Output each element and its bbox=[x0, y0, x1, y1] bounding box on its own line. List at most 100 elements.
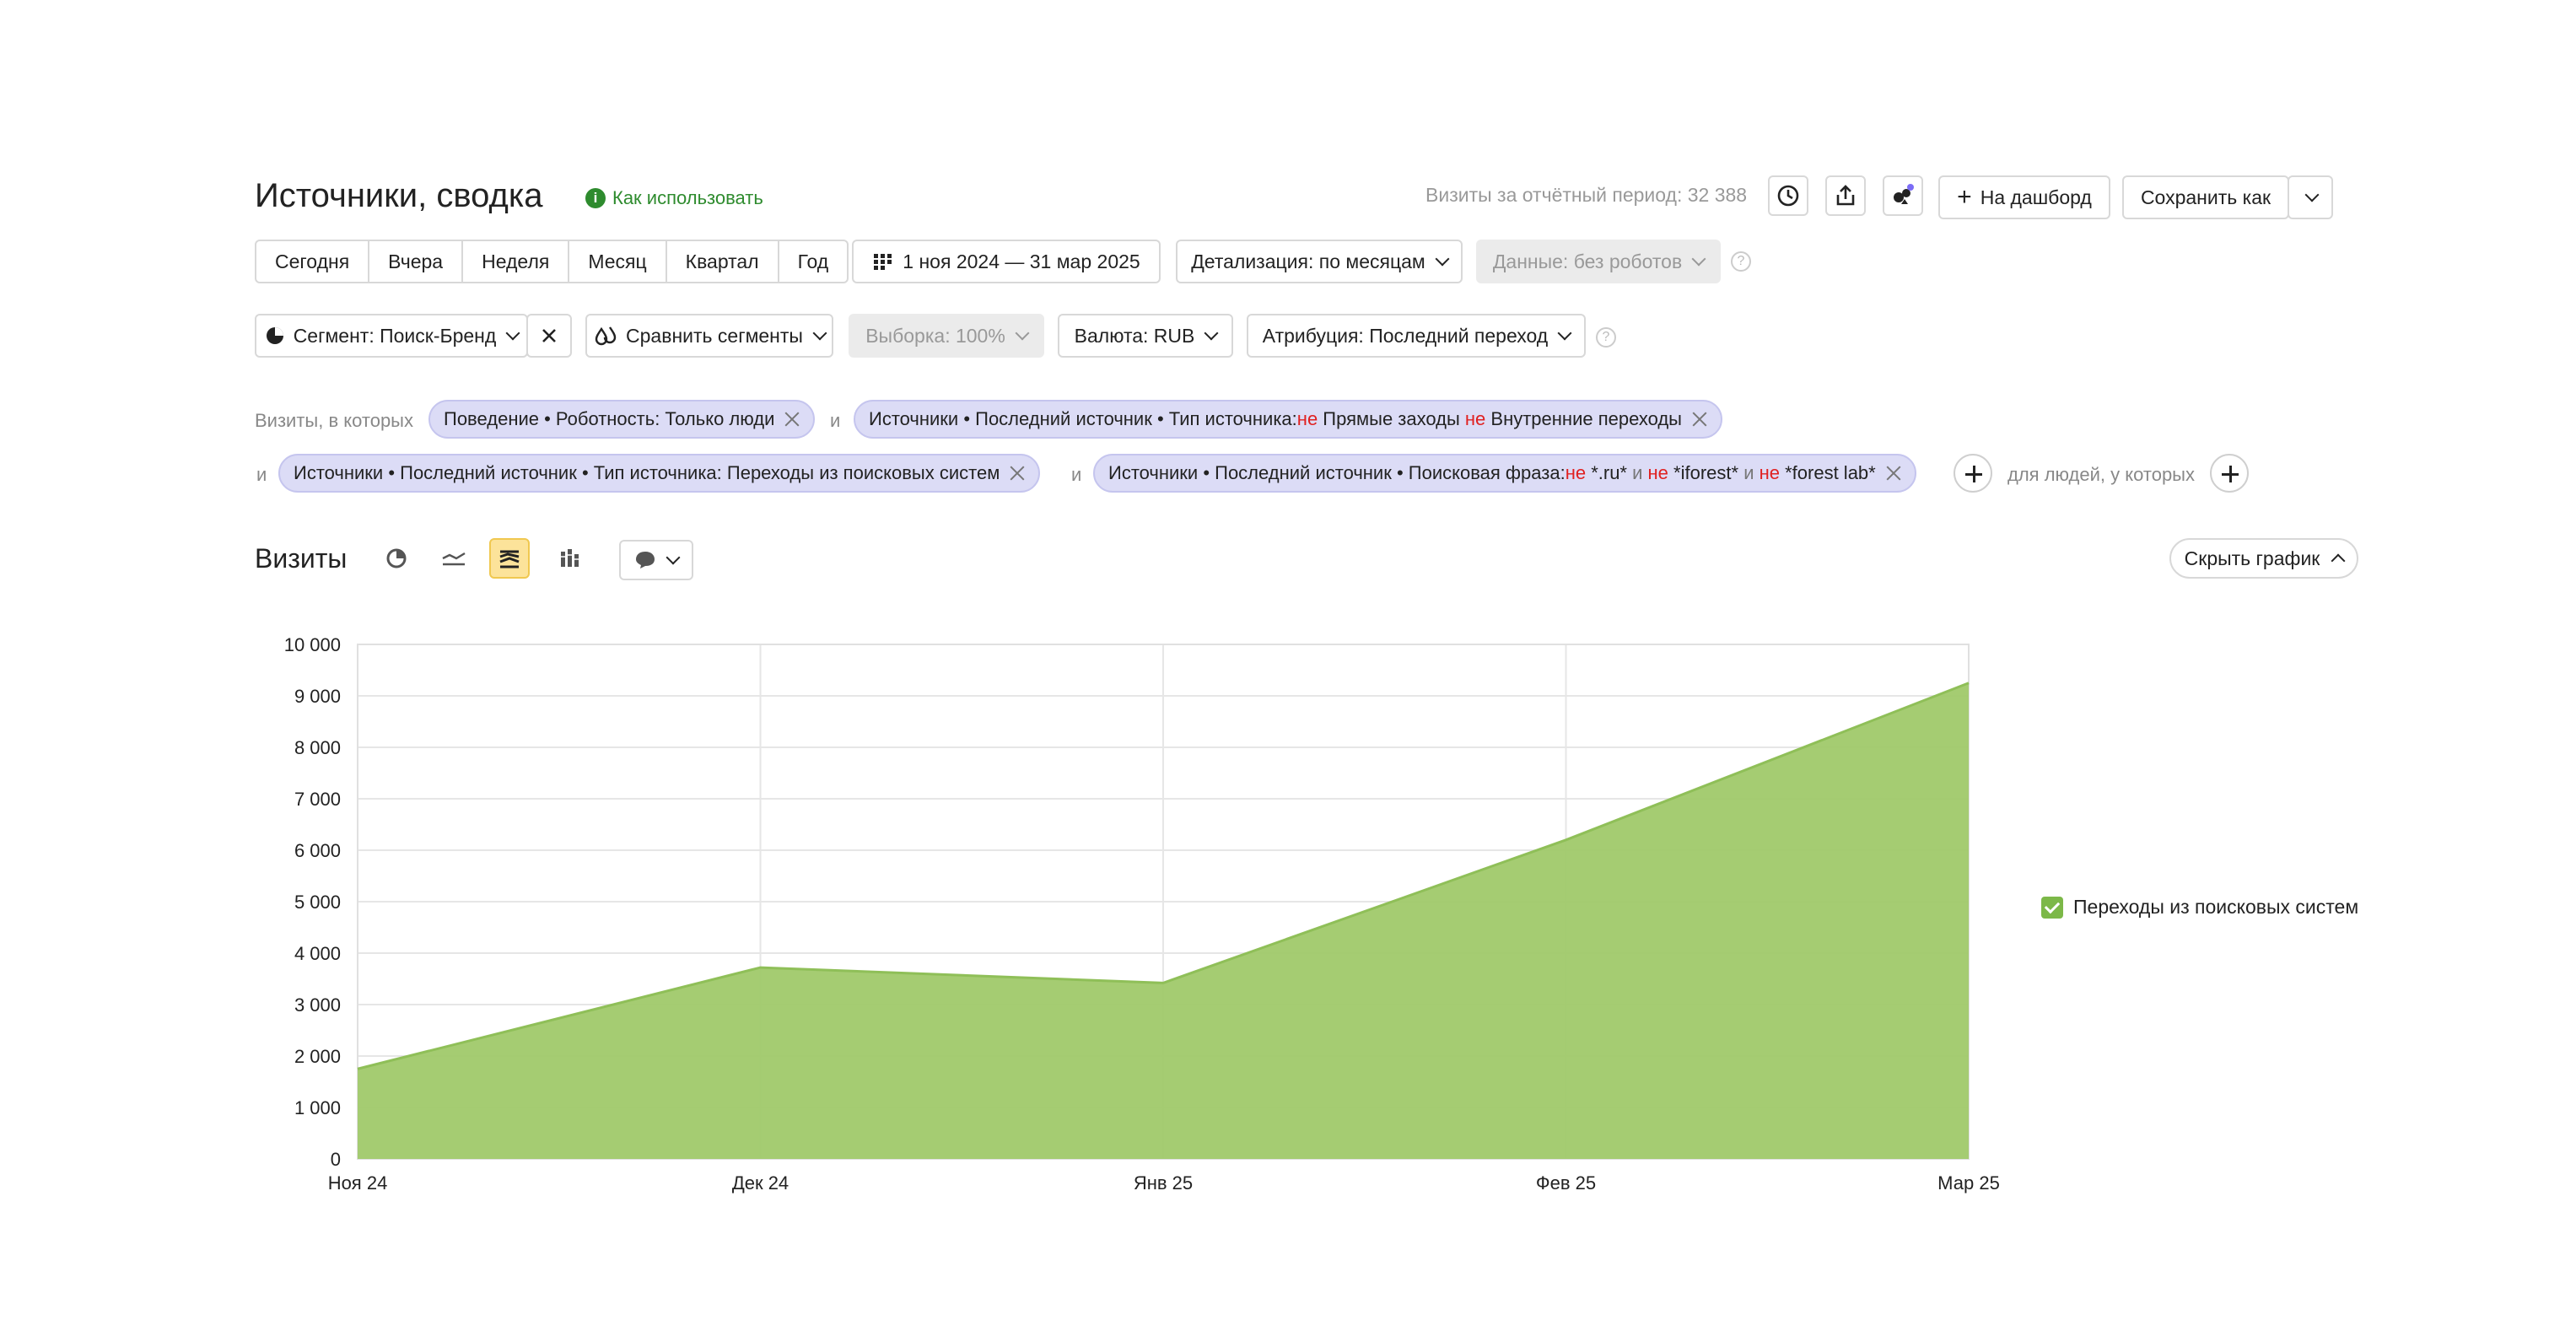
pie-segment-icon bbox=[266, 327, 283, 344]
history-button[interactable] bbox=[1768, 175, 1808, 216]
and-label: и bbox=[1071, 464, 1082, 485]
pie-chart-icon bbox=[386, 548, 407, 569]
page-title: Источники, сводка bbox=[255, 177, 543, 214]
period-year[interactable]: Год bbox=[797, 250, 829, 272]
currency-label: Валюта: RUB bbox=[1074, 324, 1195, 347]
sample-label: Выборка: 100% bbox=[865, 324, 1005, 347]
how-to-use-label: Как использовать bbox=[612, 187, 763, 208]
period-week[interactable]: Неделя bbox=[463, 241, 570, 282]
and-label: и bbox=[1743, 462, 1754, 483]
and-label: и bbox=[830, 410, 841, 431]
bar-chart-icon bbox=[561, 549, 579, 567]
people-filter-label: для людей, у которых bbox=[2007, 464, 2195, 485]
attribution-dropdown[interactable]: Атрибуция: Последний переход bbox=[1247, 314, 1586, 358]
filter-prefix: Визиты, в которых bbox=[255, 410, 413, 431]
filter-chip-source-type[interactable]: Источники • Последний источник • Тип ист… bbox=[854, 400, 1722, 439]
period-yesterday[interactable]: Вчера bbox=[369, 241, 464, 282]
drops-icon bbox=[595, 326, 617, 346]
hide-chart-label: Скрыть график bbox=[2184, 547, 2320, 569]
compare-segments-label: Сравнить сегменты bbox=[626, 324, 803, 347]
y-tick-label: 2 000 bbox=[294, 1046, 341, 1067]
help-icon[interactable]: ? bbox=[1596, 327, 1616, 348]
date-range-button[interactable]: 1 ноя 2024 — 31 мар 2025 bbox=[852, 240, 1161, 283]
negation-label: не bbox=[1565, 462, 1587, 483]
bar-chart-toggle[interactable] bbox=[550, 538, 590, 579]
x-tick-label: Дек 24 bbox=[732, 1172, 789, 1194]
add-to-dashboard-label: На дашборд bbox=[1980, 186, 2092, 208]
ai-assistant-button[interactable] bbox=[1883, 175, 1923, 216]
chart-legend: Переходы из поисковых систем bbox=[2041, 896, 2358, 919]
data-robots-label: Данные: без роботов bbox=[1492, 250, 1683, 272]
filter-value: *forest lab* bbox=[1780, 462, 1876, 483]
filter-value: Прямые заходы bbox=[1318, 408, 1465, 429]
data-robots-dropdown[interactable]: Данные: без роботов bbox=[1476, 240, 1721, 283]
help-icon[interactable]: ? bbox=[1731, 251, 1751, 272]
clock-icon bbox=[1777, 185, 1799, 207]
hide-chart-button[interactable]: Скрыть график bbox=[2169, 538, 2358, 579]
period-today[interactable]: Сегодня bbox=[256, 241, 370, 282]
attribution-label: Атрибуция: Последний переход bbox=[1262, 324, 1549, 347]
comment-icon bbox=[636, 552, 655, 569]
y-tick-label: 0 bbox=[331, 1149, 341, 1170]
filter-value: *.ru* bbox=[1586, 462, 1633, 483]
segment-clear-button[interactable] bbox=[526, 314, 572, 358]
x-tick-label: Фев 25 bbox=[1536, 1172, 1596, 1194]
legend-checkbox[interactable] bbox=[2041, 896, 2063, 919]
how-to-use-link[interactable]: i Как использовать bbox=[585, 187, 763, 209]
filter-chip-label: Поведение • Роботность: Только люди bbox=[444, 408, 775, 429]
sample-dropdown[interactable]: Выборка: 100% bbox=[849, 314, 1044, 358]
x-tick-label: Мар 25 bbox=[1937, 1172, 2000, 1194]
y-tick-label: 9 000 bbox=[294, 686, 341, 707]
detail-dropdown[interactable]: Детализация: по месяцам bbox=[1176, 240, 1463, 283]
save-as-label: Сохранить как bbox=[2140, 186, 2272, 208]
y-tick-label: 5 000 bbox=[294, 892, 341, 913]
visits-total: Визиты за отчётный период: 32 388 bbox=[1425, 184, 1748, 206]
add-to-dashboard-button[interactable]: + На дашборд bbox=[1938, 175, 2110, 219]
filter-chip-label: Источники • Последний источник • Тип ист… bbox=[294, 462, 1000, 483]
and-label: и bbox=[1632, 462, 1643, 483]
annotations-dropdown[interactable] bbox=[619, 540, 693, 580]
and-label: и bbox=[256, 464, 267, 485]
segment-dropdown[interactable]: Сегмент: Поиск-Бренд bbox=[255, 314, 528, 358]
period-selector: Сегодня Вчера Неделя Месяц Квартал Год bbox=[255, 240, 849, 283]
period-quarter[interactable]: Квартал bbox=[667, 241, 779, 282]
segment-label: Сегмент: Поиск-Бренд bbox=[293, 324, 497, 347]
line-chart-toggle[interactable] bbox=[434, 538, 474, 579]
save-as-button[interactable]: Сохранить как bbox=[2122, 175, 2289, 219]
negation-label: не bbox=[1647, 462, 1668, 483]
assistant-icon bbox=[1894, 184, 1914, 204]
currency-dropdown[interactable]: Валюта: RUB bbox=[1058, 314, 1233, 358]
y-tick-label: 1 000 bbox=[294, 1097, 341, 1118]
y-tick-label: 6 000 bbox=[294, 840, 341, 861]
series-area[interactable] bbox=[358, 682, 1969, 1159]
y-tick-label: 7 000 bbox=[294, 789, 341, 810]
filter-chip-label: Источники • Последний источник • Тип ист… bbox=[869, 408, 1297, 429]
export-button[interactable] bbox=[1825, 175, 1866, 216]
negation-label: не bbox=[1464, 408, 1486, 429]
add-people-filter-button[interactable] bbox=[2210, 454, 2249, 493]
line-chart-icon bbox=[442, 552, 466, 566]
date-range-label: 1 ноя 2024 — 31 мар 2025 bbox=[903, 250, 1140, 272]
filter-value: Внутренние переходы bbox=[1485, 408, 1682, 429]
legend-label: Переходы из поисковых систем bbox=[2073, 896, 2359, 918]
filter-value: *iforest* bbox=[1668, 462, 1744, 483]
detail-label: Детализация: по месяцам bbox=[1191, 250, 1425, 272]
filter-chip-search-engines[interactable]: Источники • Последний источник • Тип ист… bbox=[278, 454, 1041, 493]
pie-chart-toggle[interactable] bbox=[376, 538, 417, 579]
period-month[interactable]: Месяц bbox=[569, 241, 667, 282]
share-icon bbox=[1836, 185, 1855, 206]
add-filter-button[interactable] bbox=[1954, 454, 1992, 493]
filter-chip-robots[interactable]: Поведение • Роботность: Только люди bbox=[428, 400, 816, 439]
x-tick-label: Янв 25 bbox=[1134, 1172, 1193, 1194]
filter-chip-search-phrase[interactable]: Источники • Последний источник • Поисков… bbox=[1093, 454, 1916, 493]
y-tick-label: 3 000 bbox=[294, 994, 341, 1016]
info-icon: i bbox=[585, 188, 606, 208]
chart-title: Визиты bbox=[255, 543, 348, 574]
area-chart-toggle[interactable] bbox=[489, 538, 530, 579]
save-as-menu-button[interactable] bbox=[2288, 175, 2333, 219]
filter-chip-label: Источники • Последний источник • Поисков… bbox=[1108, 462, 1566, 483]
compare-segments-dropdown[interactable]: Сравнить сегменты bbox=[585, 314, 833, 358]
close-icon bbox=[542, 329, 556, 342]
area-chart-icon bbox=[499, 550, 520, 569]
